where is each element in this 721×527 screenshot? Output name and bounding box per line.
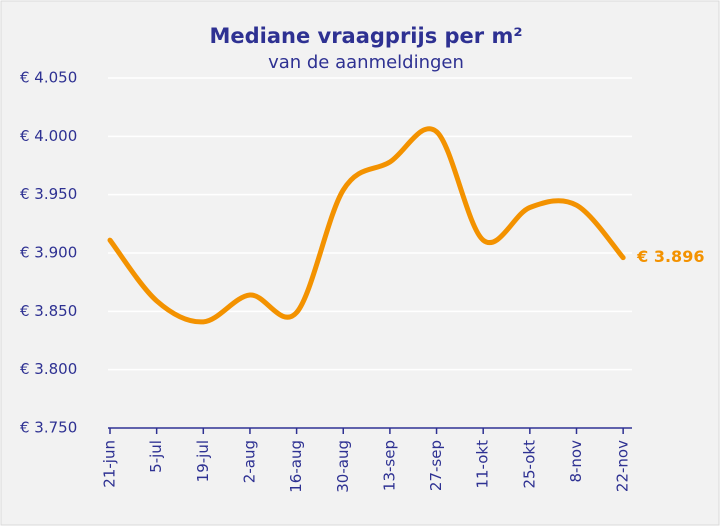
x-tick-label: 8-nov [567, 440, 585, 483]
y-tick-label: € 3.750 [20, 419, 77, 437]
x-tick-label: 5-jul [147, 440, 165, 473]
x-tick-label: 19-jul [194, 440, 212, 482]
x-tick-label: 30-aug [334, 440, 352, 493]
chart-subtitle: van de aanmeldingen [268, 52, 464, 73]
y-tick-label: € 3.950 [20, 185, 77, 203]
x-tick-label: 11-okt [474, 440, 492, 489]
x-tick-label: 2-aug [240, 440, 258, 483]
chart-title: Mediane vraagprijs per m² [209, 24, 522, 48]
y-tick-label: € 3.900 [20, 244, 77, 262]
x-tick-label: 25-okt [520, 440, 538, 489]
x-tick-label: 22-nov [614, 440, 632, 492]
y-tick-label: € 4.000 [20, 127, 77, 145]
line-series [107, 126, 626, 325]
x-tick-label: 27-sep [427, 440, 445, 491]
x-tick-label: 16-aug [287, 440, 305, 493]
y-tick-label: € 3.850 [20, 302, 77, 320]
y-tick-label: € 4.050 [20, 69, 77, 87]
y-tick-label: € 3.800 [20, 360, 77, 378]
data-label: € 3.896 [636, 247, 704, 266]
x-tick-label: 13-sep [380, 440, 398, 491]
x-tick-label: 21-jun [101, 440, 119, 488]
